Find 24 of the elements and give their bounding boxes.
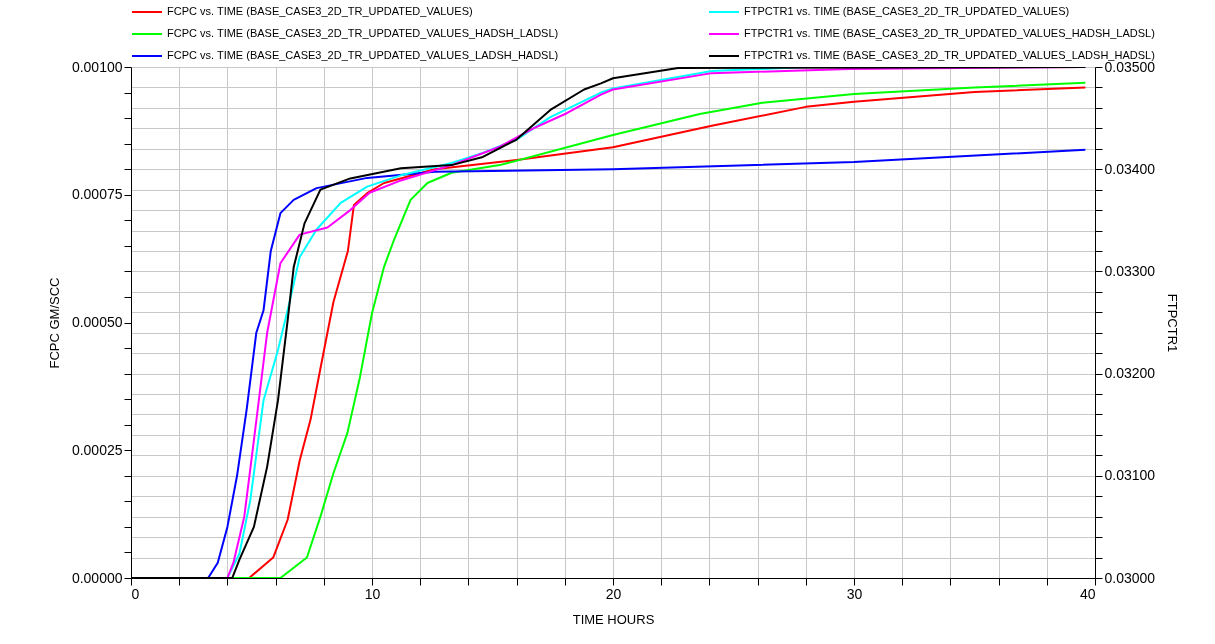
y-tick-label: 0.00000 bbox=[71, 569, 123, 586]
legend-label: FCPC vs. TIME (BASE_CASE3_2D_TR_UPDATED_VALUES_LADSH_HADSL) bbox=[167, 49, 559, 61]
y-tick-label: 0.00050 bbox=[71, 314, 123, 330]
y2-axis-title: FTPCTR1 bbox=[1165, 293, 1181, 353]
legend-label: FTPCTR1 vs. TIME (BASE_CASE3_2D_TR_UPDATED_VALUES_HADSH_LADSL) bbox=[744, 27, 1155, 39]
x-tick-label: 10 bbox=[364, 585, 381, 602]
legend-label: FCPC vs. TIME (BASE_CASE3_2D_TR_UPDATED_VALUES) bbox=[167, 5, 473, 17]
x-axis-title: TIME HOURS bbox=[572, 611, 655, 627]
legend-label: FTPCTR1 vs. TIME (BASE_CASE3_2D_TR_UPDATED_VALUES) bbox=[744, 5, 1070, 17]
y2-tick-label: 0.03000 bbox=[1104, 569, 1156, 586]
y2-tick-label: 0.03400 bbox=[1104, 160, 1156, 177]
y-axis-title: FCPC GM/SCC bbox=[46, 277, 62, 369]
y2-tick-label: 0.03300 bbox=[1104, 262, 1156, 279]
y2-tick-label: 0.03200 bbox=[1104, 365, 1156, 382]
x-tick-label: 30 bbox=[846, 585, 863, 602]
x-tick-label: 40 bbox=[1079, 585, 1096, 602]
legend-label: FCPC vs. TIME (BASE_CASE3_2D_TR_UPDATED_VALUES_HADSH_LADSL) bbox=[167, 27, 559, 39]
x-tick-label: 20 bbox=[605, 585, 622, 602]
y-tick-label: 0.00075 bbox=[71, 186, 123, 203]
y2-tick-label: 0.03100 bbox=[1104, 467, 1156, 484]
legend-label: FTPCTR1 vs. TIME (BASE_CASE3_2D_TR_UPDATED_VALUES_LADSH_HADSL) bbox=[744, 49, 1155, 61]
y-tick-label: 0.00100 bbox=[71, 58, 123, 75]
x-tick-label: 0 bbox=[131, 585, 140, 602]
y-tick-label: 0.00025 bbox=[71, 441, 123, 458]
